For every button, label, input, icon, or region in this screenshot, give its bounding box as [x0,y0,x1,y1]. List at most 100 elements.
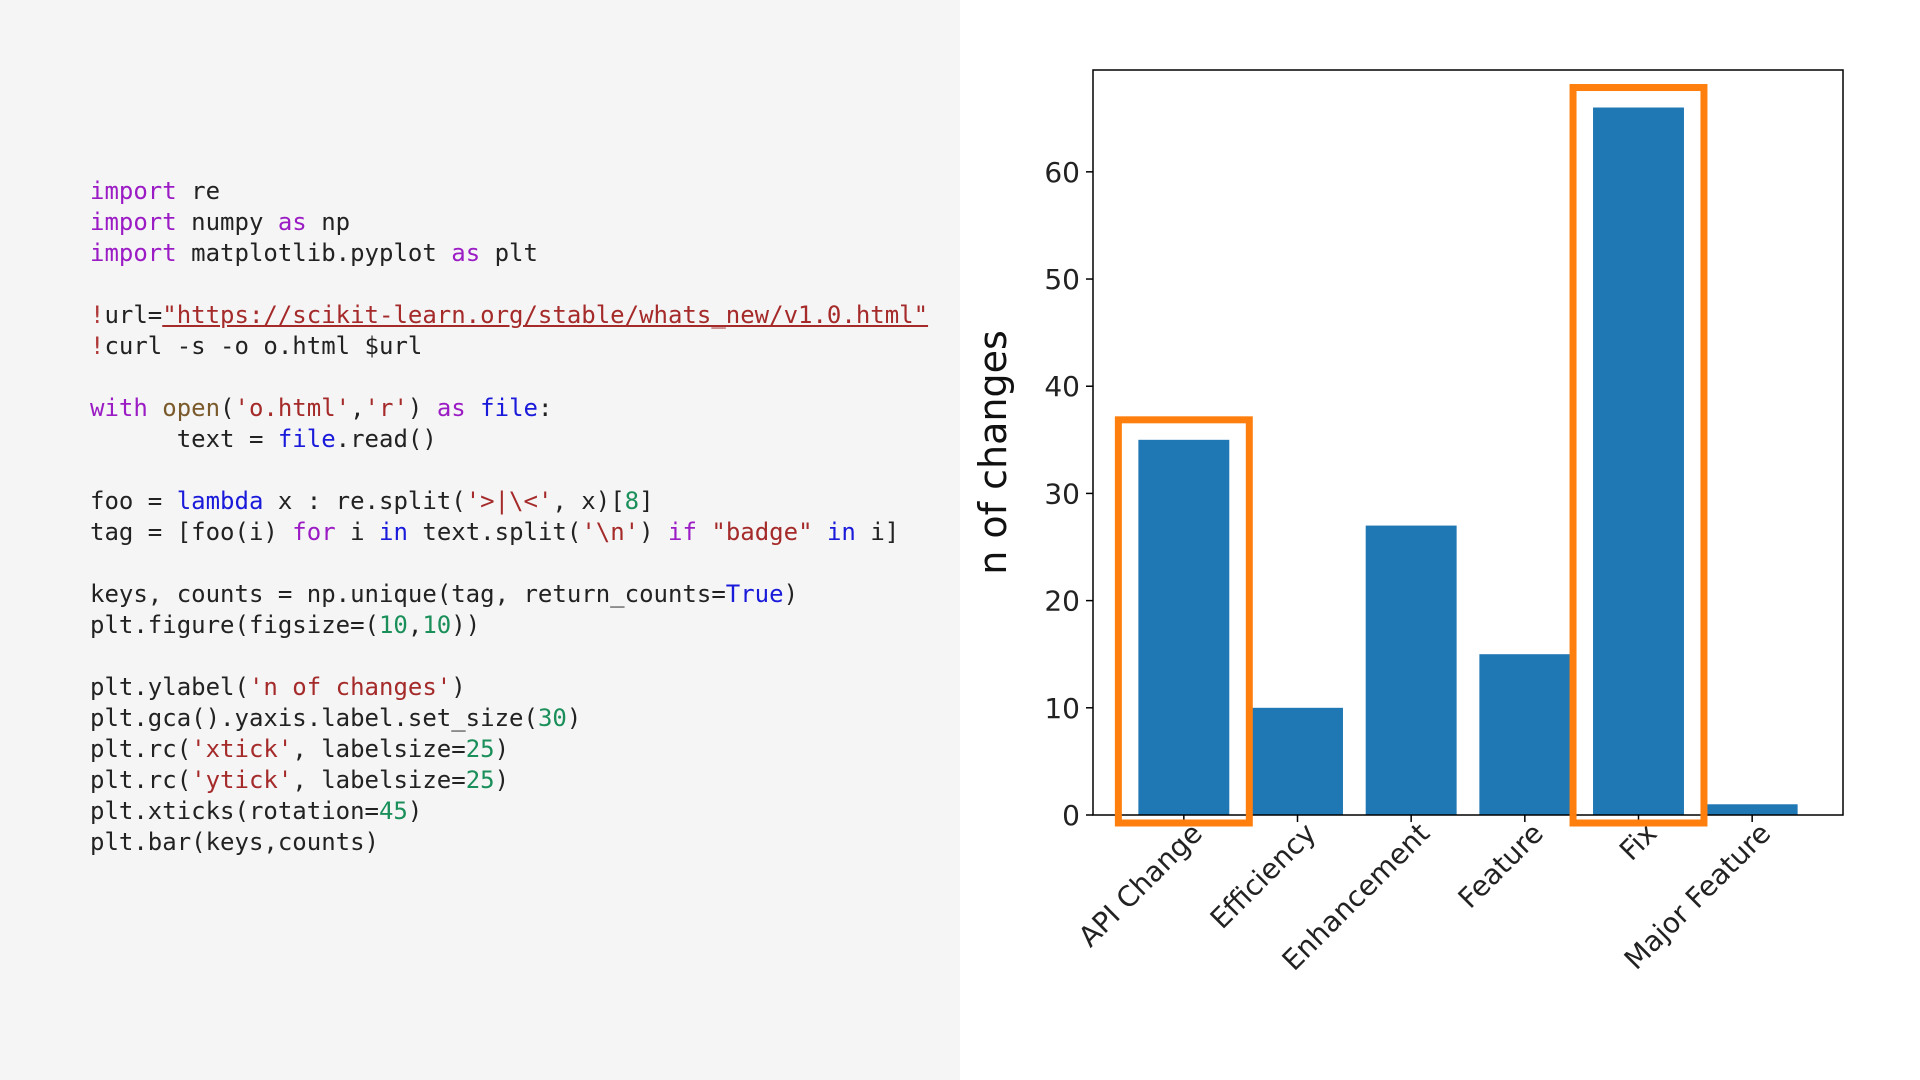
code-token: , [407,611,423,639]
x-tick-label: Efficiency [1204,817,1323,936]
code-token: import [90,239,177,267]
code-token: 'n of changes' [248,673,452,701]
code-token: 10 [422,611,452,639]
code-token: ) [783,580,799,608]
y-tick-label: 20 [1044,585,1080,618]
y-tick-label: 0 [1062,799,1080,832]
code-token: ! [90,301,105,329]
highlight-box [1114,416,1253,827]
code-line: foo = lambda x : re.split('>|\<', x)[8] [90,486,928,517]
code-token: : [537,394,553,422]
bar [1138,439,1230,815]
code-token: i [335,518,380,546]
code-token: lambda [176,487,264,515]
bar [1593,107,1684,815]
code-token: 30 [537,704,567,732]
code-token: , labelsize= [292,735,466,763]
code-line: plt.rc('xtick', labelsize=25) [90,734,928,765]
code-line: plt.figure(figsize=(10,10)) [90,610,928,641]
code-line [90,269,928,300]
code-token: ] [639,487,654,515]
code-token: ) [407,394,437,422]
code-line: plt.ylabel('n of changes') [90,672,928,703]
plot-frame [1092,69,1844,816]
code-line: plt.bar(keys,counts) [90,827,928,858]
code-token: with [90,394,148,422]
code-token: 10 [378,611,408,639]
code-token: file [277,425,336,453]
code-token: 'r' [364,394,408,422]
code-token [466,394,480,422]
code-token: text.split( [407,518,582,546]
code-token: '>|\<' [465,487,553,515]
code-token: 'xtick' [191,735,293,763]
code-token: "badge" [711,518,813,546]
code-token: in [826,518,856,546]
code-token: as [436,394,466,422]
code-token: text = [90,425,278,453]
y-tick-label: 10 [1044,692,1080,725]
code-token: matplotlib.pyplot [176,239,452,267]
code-line: plt.gca().yaxis.label.set_size(30) [90,703,928,734]
code-token: True [725,580,784,608]
code-token: as [451,239,481,267]
y-tick-label: 40 [1044,370,1080,403]
code-panel: import re import numpy as np import matplo… [90,177,929,858]
code-token: plt.xticks(rotation= [90,797,379,825]
code-token: , x)[ [552,487,625,515]
code-line: with open('o.html','r') as file: [90,393,928,424]
code-token: plt.rc( [90,766,192,794]
code-token: )) [451,611,481,639]
code-line: import matplotlib.pyplot as plt [90,238,928,269]
code-token: numpy [176,208,278,236]
code-token: import [90,208,177,236]
code-token: ) [494,766,510,794]
chart-panel: API Change Efficiency Enhancement Feature Fi… [960,0,1920,1080]
code-token: 25 [465,735,495,763]
code-token: i] [855,518,900,546]
code-token: ) [566,704,582,732]
code-token: open [162,394,221,422]
code-line: text = file.read() [90,424,928,455]
bar [1706,804,1798,815]
code-token: plt.gca().yaxis.label.set_size( [90,704,538,732]
code-token: 8 [624,487,640,515]
code-token [697,518,711,546]
code-token: plt.bar(keys,counts) [90,828,379,856]
code-token: foo = [90,487,177,515]
code-token: np [306,208,351,236]
code-token: in [379,518,408,546]
code-token: ( [220,394,235,422]
code-token: curl -s -o o.html $url [104,332,423,360]
code-line: !curl -s -o o.html $url [90,331,928,362]
code-token: for [292,518,336,546]
code-token: .read() [335,425,437,453]
x-tick-label: Feature [1452,817,1550,915]
bar [1365,525,1457,815]
code-token: ) [494,735,510,763]
bar [1479,654,1571,815]
code-line [90,548,928,579]
code-token: as [277,208,307,236]
y-tick-label: 30 [1044,477,1080,510]
code-token: 25 [465,766,495,794]
code-line: plt.rc('ytick', labelsize=25) [90,765,928,796]
code-token: url= [104,301,163,329]
code-token [148,394,162,422]
code-token: if [668,518,697,546]
code-token: keys, counts = np.unique(tag, return_cou… [90,580,726,608]
x-tick-label: API Change [1072,817,1209,954]
code-token: "https://scikit-learn.org/stable/whats_n… [162,301,929,329]
code-token: 'ytick' [191,766,293,794]
code-token: tag = [foo(i) [90,518,293,546]
code-line: plt.xticks(rotation=45) [90,796,928,827]
code-line [90,362,928,393]
code-token: plt.ylabel( [90,673,249,701]
code-line: import numpy as np [90,207,928,238]
code-token: ) [451,673,466,701]
code-token: file [480,394,538,422]
code-token: ) [407,797,423,825]
code-token: , [350,394,365,422]
code-token: plt.figure(figsize=( [90,611,379,639]
